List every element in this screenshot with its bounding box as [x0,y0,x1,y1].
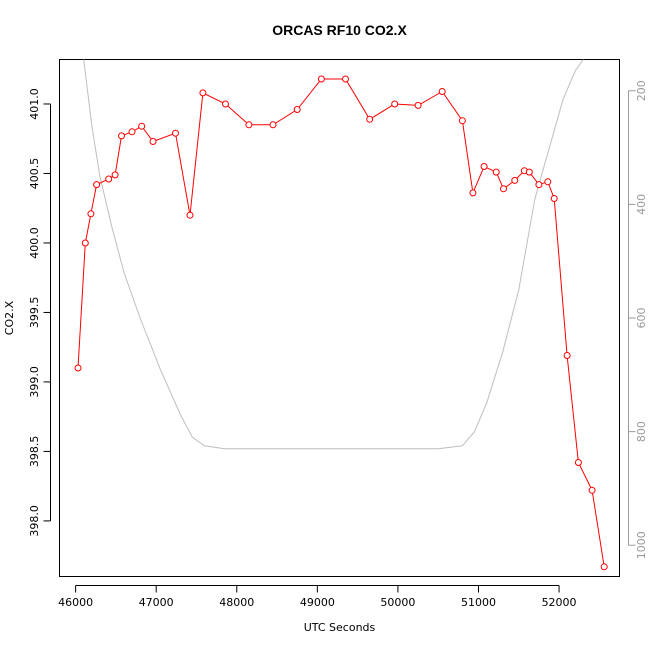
x-axis-label: UTC Seconds [304,621,376,634]
y-tick-label: 398.0 [28,505,41,537]
series-line [77,78,605,567]
y-tick-label: 401.0 [28,88,41,120]
data-point [93,181,101,189]
y-tick-label: 400.0 [28,227,41,259]
y-axis: 398.0 398.5 399.0 399.5 400.0 400.5 401.0 [28,88,51,537]
y-tick-label: 400.5 [28,158,41,190]
x-tick-label: 48000 [219,596,254,609]
data-point [317,75,325,83]
y2-tick-label: 600 [635,308,648,329]
data-point [480,163,488,170]
x-tick-label: 46000 [58,596,93,609]
data-point [172,129,179,137]
data-point [138,122,146,130]
data-point [149,138,157,145]
y2-tick-label: 800 [635,421,648,442]
data-point [600,563,608,571]
data-point [492,168,500,176]
data-point [511,176,519,184]
x-tick-label: 47000 [139,596,174,609]
data-point [458,117,466,125]
chart-title: ORCAS RF10 CO2.X [272,22,407,38]
data-point [438,88,446,95]
data-point [199,89,207,97]
data-point [525,168,533,176]
plot-frame [59,59,620,577]
data-point [105,175,113,183]
data-point [342,75,349,83]
data-point [574,459,582,466]
data-point [87,210,95,218]
data-point [500,185,507,193]
data-point [366,115,374,123]
data-point [245,121,253,129]
data-point [293,106,301,113]
y-tick-label: 399.5 [28,297,41,329]
data-point [588,486,596,494]
data-point [118,132,125,140]
data-point [544,178,552,186]
y-axis-label: CO2.X [3,300,16,335]
secondary-series-layer [83,59,584,450]
y2-tick-label: 400 [635,194,648,215]
data-point [269,121,277,129]
data-point [74,364,82,372]
y-tick-label: 398.5 [28,436,41,468]
data-point [563,352,571,359]
main-series-layer [74,75,608,571]
data-point [128,128,136,136]
secondary-series-line [83,59,584,450]
data-point [81,239,89,247]
data-point [550,195,558,202]
data-point [414,101,422,109]
data-point [535,181,543,189]
x-tick-label: 51000 [461,596,496,609]
x-tick-label: 50000 [380,596,415,609]
data-point [391,100,399,108]
y2-tick-label: 1000 [635,531,648,559]
y2-axis: 200 400 600 800 1000 [628,80,648,559]
y-tick-label: 399.0 [28,366,41,398]
x-tick-label: 49000 [300,596,335,609]
y2-tick-label: 200 [635,80,648,101]
data-point [186,211,194,219]
x-axis: 46000 47000 48000 49000 50000 51000 52000 [58,585,577,609]
data-point [469,189,477,197]
x-tick-label: 52000 [542,596,577,609]
data-point [111,171,119,179]
data-point [222,100,229,108]
